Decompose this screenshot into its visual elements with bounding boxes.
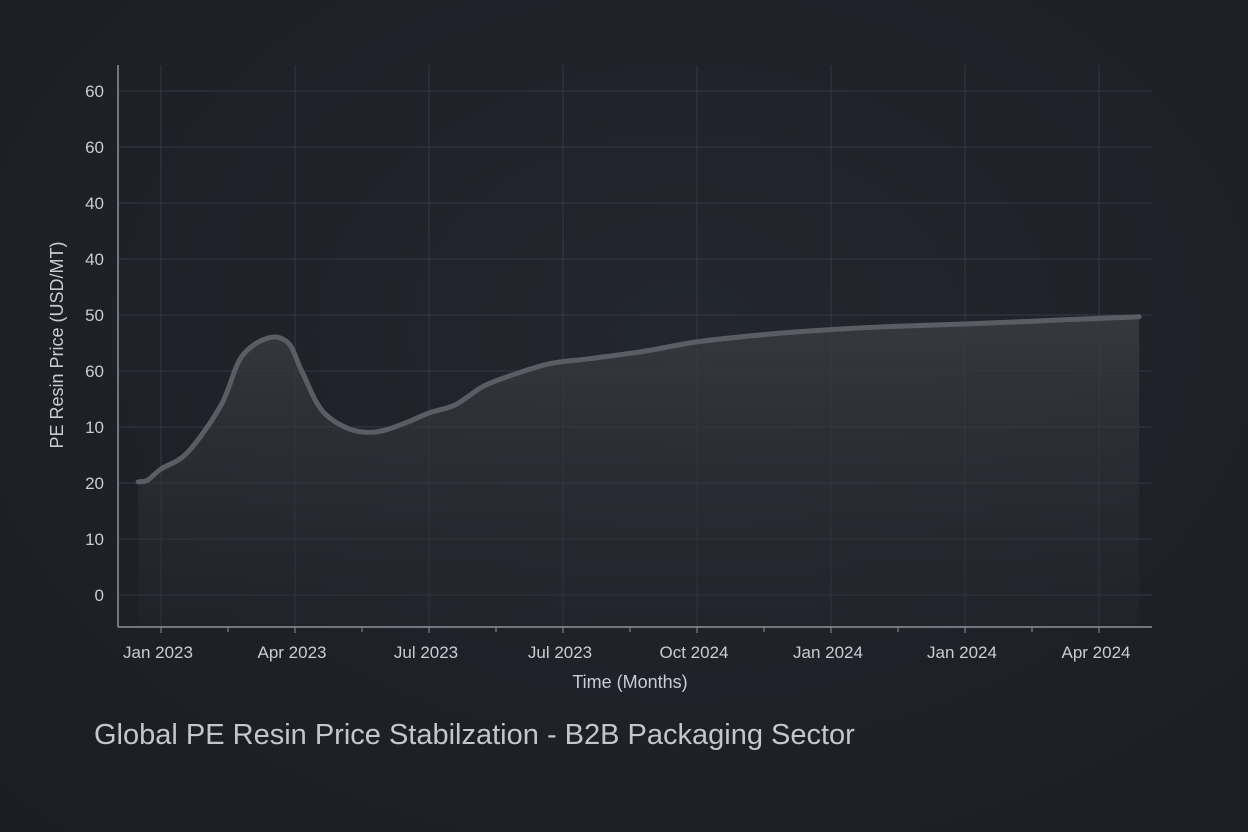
y-tick-label: 60 (85, 82, 104, 101)
x-tick-label: Jan 2024 (927, 643, 997, 662)
y-tick-label: 60 (85, 362, 104, 381)
y-tick-label: 0 (95, 586, 104, 605)
y-axis-title: PE Resin Price (USD/MT) (47, 241, 67, 448)
x-tick-label: Oct 2024 (660, 643, 729, 662)
area-fill (138, 316, 1140, 627)
x-tick-label: Jul 2023 (528, 643, 592, 662)
x-axis-title: Time (Months) (572, 672, 687, 692)
x-tick-label: Jan 2023 (123, 643, 193, 662)
series-line (135, 314, 1142, 485)
y-tick-label: 40 (85, 250, 104, 269)
x-tick-label: Apr 2024 (1062, 643, 1131, 662)
y-tick-label: 60 (85, 138, 104, 157)
y-tick-label: 20 (85, 474, 104, 493)
y-tick-label: 10 (85, 530, 104, 549)
y-axis-ticks: 60 60 40 40 50 60 10 20 10 0 (85, 82, 104, 605)
chart-title: Global PE Resin Price Stabilzation - B2B… (94, 719, 855, 751)
y-tick-label: 40 (85, 194, 104, 213)
axes (117, 65, 1152, 628)
y-tick-label: 10 (85, 418, 104, 437)
x-tick-label: Apr 2023 (258, 643, 327, 662)
x-axis-ticks: Jan 2023 Apr 2023 Jul 2023 Jul 2023 Oct 2024… (123, 627, 1131, 662)
y-tick-label: 50 (85, 306, 104, 325)
x-tick-label: Jan 2024 (793, 643, 863, 662)
area-series (135, 314, 1142, 627)
x-tick-label: Jul 2023 (394, 643, 458, 662)
